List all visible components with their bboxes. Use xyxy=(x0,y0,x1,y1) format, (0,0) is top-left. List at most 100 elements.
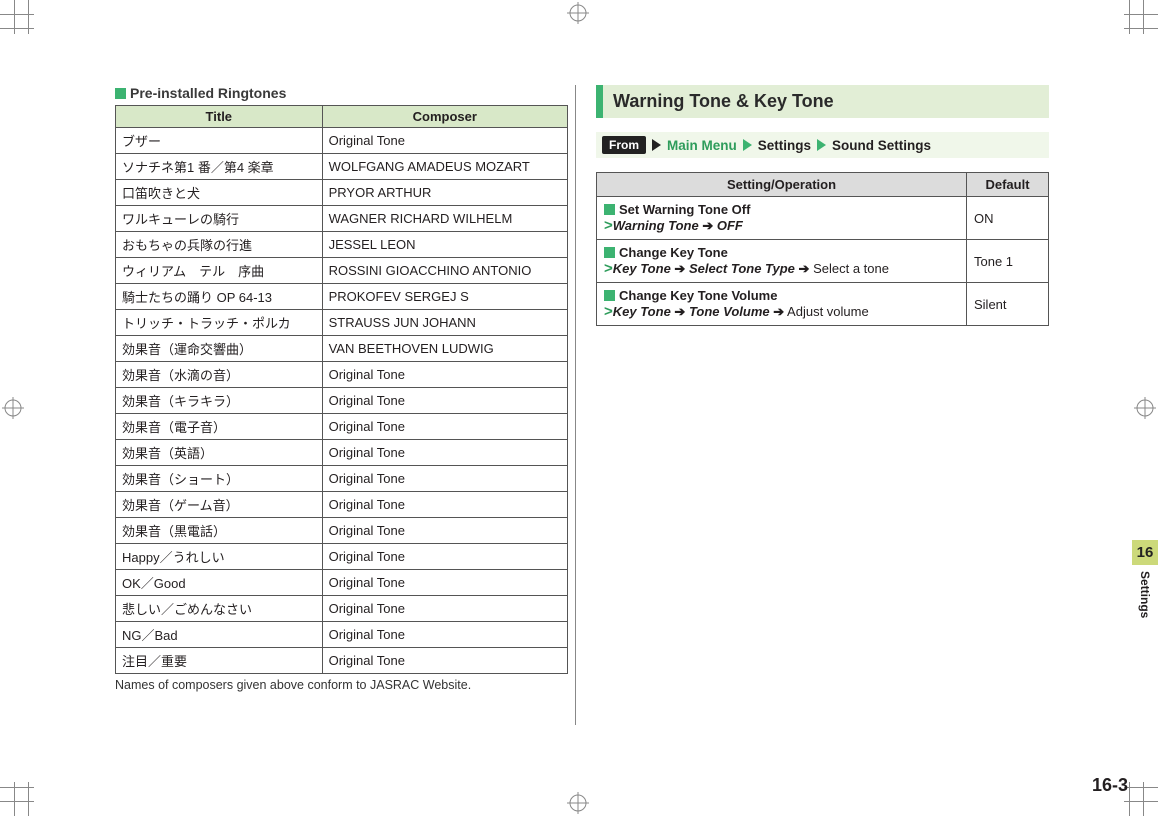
crop-mark xyxy=(1129,0,1130,34)
table-row: Set Warning Tone Off >Warning Tone ➔ OFF O… xyxy=(597,197,1049,240)
th-composer: Composer xyxy=(322,106,567,128)
cell-title: 効果音（黒電話） xyxy=(116,518,323,544)
cell-title: Happy／うれしい xyxy=(116,544,323,570)
table-row: Change Key Tone Volume>Key Tone ➔ Tone V… xyxy=(597,283,1049,326)
cell-composer: Original Tone xyxy=(322,440,567,466)
square-bullet-icon xyxy=(604,204,615,215)
cell-title: ワルキューレの騎行 xyxy=(116,206,323,232)
cell-title: OK／Good xyxy=(116,570,323,596)
table-row: 効果音（ショート）Original Tone xyxy=(116,466,568,492)
ringtones-table: Title Composer ブザーOriginal Toneソナチネ第1 番／… xyxy=(115,105,568,674)
table-row: ウィリアム テル 序曲ROSSINI GIOACCHINO ANTONIO xyxy=(116,258,568,284)
breadcrumb: From Main Menu Settings Sound Settings xyxy=(596,132,1049,158)
cell-title: 注目／重要 xyxy=(116,648,323,674)
op-step: Select Tone Type xyxy=(689,261,795,276)
table-row: 騎士たちの踊り OP 64-13PROKOFEV SERGEJ S xyxy=(116,284,568,310)
table-row: 効果音（ゲーム音）Original Tone xyxy=(116,492,568,518)
table-row: ソナチネ第1 番／第4 楽章WOLFGANG AMADEUS MOZART xyxy=(116,154,568,180)
cell-composer: Original Tone xyxy=(322,388,567,414)
cell-title: NG／Bad xyxy=(116,622,323,648)
tab-label: Settings xyxy=(1132,565,1158,624)
cell-title: 効果音（英語） xyxy=(116,440,323,466)
ringtones-heading: Pre-installed Ringtones xyxy=(115,85,568,101)
breadcrumb-settings: Settings xyxy=(758,138,811,153)
op-title: Change Key Tone xyxy=(619,245,728,260)
page-number: 16-3 xyxy=(1092,775,1128,796)
registration-mark-icon xyxy=(1134,397,1156,419)
cell-title: 効果音（ショート） xyxy=(116,466,323,492)
left-column: Pre-installed Ringtones Title Composer ブ… xyxy=(115,85,568,745)
arrow-icon: ➔ xyxy=(702,218,713,233)
registration-mark-icon xyxy=(567,792,589,814)
cell-title: 騎士たちの踊り OP 64-13 xyxy=(116,284,323,310)
cell-composer: WAGNER RICHARD WILHELM xyxy=(322,206,567,232)
table-row: 効果音（黒電話）Original Tone xyxy=(116,518,568,544)
triangle-icon xyxy=(652,139,661,151)
cell-composer: WOLFGANG AMADEUS MOZART xyxy=(322,154,567,180)
footnote: Names of composers given above conform t… xyxy=(115,678,568,692)
table-row: ブザーOriginal Tone xyxy=(116,128,568,154)
arrow-icon: ➔ xyxy=(674,261,685,276)
th-operation: Setting/Operation xyxy=(597,173,967,197)
cell-composer: Original Tone xyxy=(322,466,567,492)
cell-title: 口笛吹きと犬 xyxy=(116,180,323,206)
cell-title: ウィリアム テル 序曲 xyxy=(116,258,323,284)
registration-mark-icon xyxy=(567,2,589,24)
crop-mark xyxy=(28,782,29,816)
cell-composer: PROKOFEV SERGEJ S xyxy=(322,284,567,310)
table-row: 効果音（英語）Original Tone xyxy=(116,440,568,466)
ringtones-heading-text: Pre-installed Ringtones xyxy=(130,85,286,101)
arrow-icon: ➔ xyxy=(773,304,784,319)
gt-icon: > xyxy=(604,260,613,277)
cell-composer: Original Tone xyxy=(322,622,567,648)
op-step: Warning Tone xyxy=(613,218,699,233)
cell-composer: Original Tone xyxy=(322,596,567,622)
table-row: 口笛吹きと犬PRYOR ARTHUR xyxy=(116,180,568,206)
op-step-plain: Adjust volume xyxy=(787,304,869,319)
cell-default: ON xyxy=(967,197,1049,240)
th-default: Default xyxy=(967,173,1049,197)
square-bullet-icon xyxy=(604,290,615,301)
triangle-icon xyxy=(817,139,826,151)
table-row: Happy／うれしいOriginal Tone xyxy=(116,544,568,570)
page-tab: 16 Settings xyxy=(1132,540,1158,624)
op-title: Set Warning Tone Off xyxy=(619,202,750,217)
cell-title: 効果音（電子音） xyxy=(116,414,323,440)
op-step-plain: Select a tone xyxy=(813,261,889,276)
cell-title: 効果音（ゲーム音） xyxy=(116,492,323,518)
square-bullet-icon xyxy=(604,247,615,258)
table-row: 悲しい／ごめんなさいOriginal Tone xyxy=(116,596,568,622)
cell-title: トリッチ・トラッチ・ポルカ xyxy=(116,310,323,336)
table-row: ワルキューレの騎行WAGNER RICHARD WILHELM xyxy=(116,206,568,232)
right-column: Warning Tone & Key Tone From Main Menu S… xyxy=(596,85,1049,745)
cell-composer: Original Tone xyxy=(322,362,567,388)
table-row: NG／BadOriginal Tone xyxy=(116,622,568,648)
table-row: 効果音（キラキラ）Original Tone xyxy=(116,388,568,414)
op-step: OFF xyxy=(717,218,743,233)
cell-operation: Set Warning Tone Off >Warning Tone ➔ OFF xyxy=(597,197,967,240)
cell-composer: Original Tone xyxy=(322,544,567,570)
cell-title: 効果音（水滴の音） xyxy=(116,362,323,388)
cell-title: 悲しい／ごめんなさい xyxy=(116,596,323,622)
gt-icon: > xyxy=(604,217,613,234)
table-row: OK／GoodOriginal Tone xyxy=(116,570,568,596)
cell-default: Tone 1 xyxy=(967,240,1049,283)
th-title: Title xyxy=(116,106,323,128)
cell-composer: Original Tone xyxy=(322,492,567,518)
cell-composer: STRAUSS JUN JOHANN xyxy=(322,310,567,336)
op-step: Tone Volume xyxy=(689,304,770,319)
arrow-icon: ➔ xyxy=(674,304,685,319)
page-content: Pre-installed Ringtones Title Composer ブ… xyxy=(115,85,1050,745)
breadcrumb-main: Main Menu xyxy=(667,138,737,153)
op-title: Change Key Tone Volume xyxy=(619,288,777,303)
cell-operation: Change Key Tone Volume>Key Tone ➔ Tone V… xyxy=(597,283,967,326)
from-badge: From xyxy=(602,136,646,154)
table-row: 効果音（水滴の音）Original Tone xyxy=(116,362,568,388)
cell-composer: Original Tone xyxy=(322,128,567,154)
table-row: 効果音（運命交響曲）VAN BEETHOVEN LUDWIG xyxy=(116,336,568,362)
triangle-icon xyxy=(743,139,752,151)
cell-operation: Change Key Tone>Key Tone ➔ Select Tone T… xyxy=(597,240,967,283)
arrow-icon: ➔ xyxy=(799,261,810,276)
cell-title: ソナチネ第1 番／第4 楽章 xyxy=(116,154,323,180)
tab-number: 16 xyxy=(1132,540,1158,565)
